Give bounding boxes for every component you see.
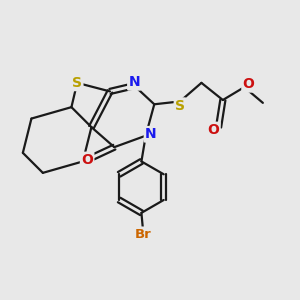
- Text: Br: Br: [134, 228, 151, 241]
- Text: S: S: [175, 99, 185, 113]
- Text: O: O: [81, 153, 93, 167]
- Text: N: N: [145, 127, 157, 141]
- Text: N: N: [128, 75, 140, 89]
- Text: S: S: [72, 76, 82, 90]
- Text: O: O: [208, 123, 219, 137]
- Text: O: O: [243, 77, 254, 91]
